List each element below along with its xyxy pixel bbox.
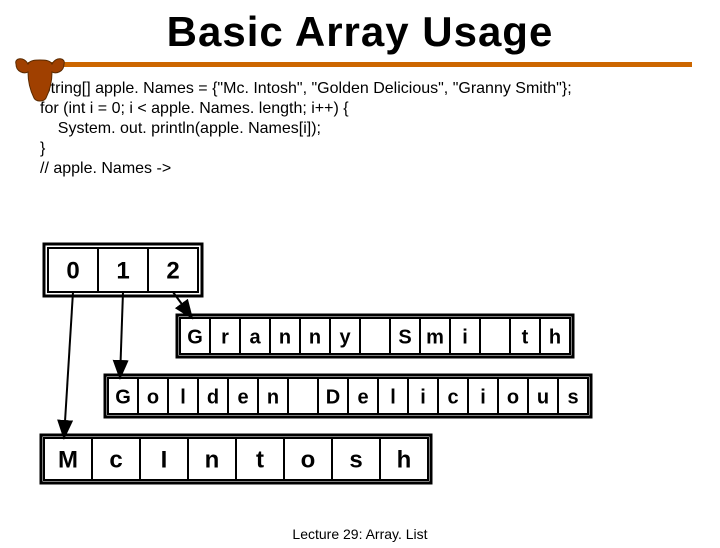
- svg-text:a: a: [249, 326, 261, 348]
- svg-text:u: u: [537, 386, 549, 408]
- svg-text:i: i: [462, 326, 468, 348]
- svg-text:G: G: [187, 326, 203, 348]
- svg-text:m: m: [426, 326, 444, 348]
- svg-text:r: r: [221, 326, 229, 348]
- slide-title: Basic Array Usage: [0, 8, 720, 56]
- svg-text:l: l: [180, 386, 186, 408]
- svg-text:i: i: [480, 386, 486, 408]
- svg-text:e: e: [237, 386, 248, 408]
- svg-text:y: y: [339, 326, 351, 348]
- svg-text:t: t: [256, 446, 264, 473]
- svg-text:n: n: [279, 326, 291, 348]
- svg-text:e: e: [357, 386, 368, 408]
- svg-text:D: D: [326, 386, 340, 408]
- svg-text:S: S: [398, 326, 411, 348]
- svg-text:c: c: [109, 446, 122, 473]
- svg-text:s: s: [349, 446, 362, 473]
- svg-text:1: 1: [116, 257, 129, 284]
- svg-text:l: l: [390, 386, 396, 408]
- svg-text:n: n: [309, 326, 321, 348]
- svg-text:n: n: [205, 446, 220, 473]
- svg-text:n: n: [267, 386, 279, 408]
- svg-text:d: d: [207, 386, 219, 408]
- svg-text:o: o: [147, 386, 159, 408]
- longhorn-logo: [12, 54, 68, 102]
- svg-text:I: I: [161, 446, 168, 473]
- svg-text:i: i: [420, 386, 426, 408]
- svg-text:o: o: [507, 386, 519, 408]
- svg-text:M: M: [58, 446, 78, 473]
- svg-text:s: s: [567, 386, 578, 408]
- svg-text:o: o: [301, 446, 316, 473]
- svg-text:G: G: [115, 386, 131, 408]
- svg-text:c: c: [447, 386, 458, 408]
- svg-text:2: 2: [166, 257, 179, 284]
- svg-text:t: t: [522, 326, 529, 348]
- svg-text:h: h: [397, 446, 412, 473]
- array-diagram: 012GrannySmithGoldenDeliciousMcIntosh: [0, 238, 720, 518]
- title-divider: [28, 62, 692, 67]
- svg-text:h: h: [549, 326, 561, 348]
- code-block: String[] apple. Names = {"Mc. Intosh", "…: [40, 79, 692, 179]
- svg-text:0: 0: [66, 257, 79, 284]
